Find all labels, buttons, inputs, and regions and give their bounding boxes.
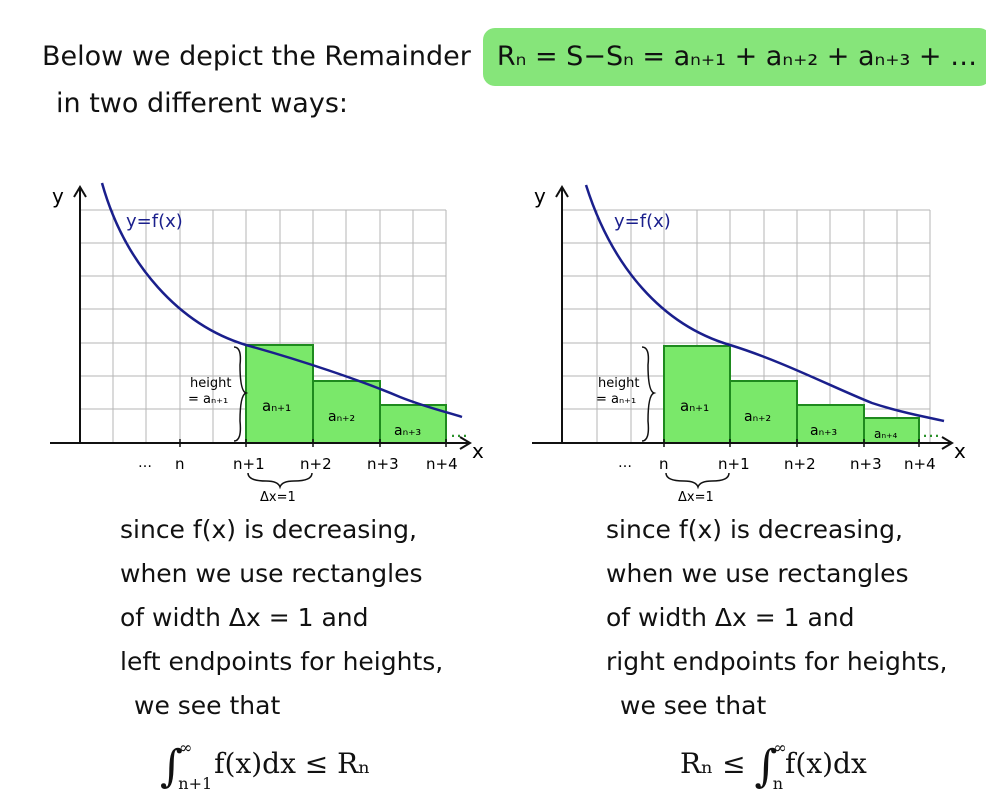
integral-body: f(x)dx ≤ Rₙ [214, 747, 371, 780]
width-brace [665, 472, 730, 490]
width-label: Δx=1 [678, 490, 714, 505]
caption-line: right endpoints for heights, [606, 647, 948, 676]
x-tick-marks [179, 439, 447, 447]
tick-n: n [175, 455, 185, 473]
rect-label-3: aₙ₊₃ [394, 423, 421, 439]
tick-n-plus-3: n+3 [367, 455, 399, 473]
curve-y-f-x [100, 182, 463, 419]
rect-a-n-plus-4 [863, 417, 920, 444]
tick-n-plus-3: n+3 [850, 455, 882, 473]
caption-line: when we use rectangles [120, 559, 423, 588]
integral-upper-limit: ∞ [773, 738, 787, 757]
intro-line-1: Below we depict the Remainder Rₙ = S−Sₙ … [42, 28, 986, 86]
rect-label-1: aₙ₊₁ [262, 397, 291, 415]
rect-label-2: aₙ₊₂ [328, 409, 355, 425]
height-brace [233, 346, 249, 442]
right-diagram-svg: y x y=f(x) … n n+1 n+2 n+3 n+4 aₙ₊₁ aₙ₊₂… [532, 184, 966, 505]
continuation-dots: … [922, 421, 940, 442]
y-axis-label: y [52, 184, 64, 208]
integral-sign: ∫ [754, 741, 778, 792]
tick-n-plus-1: n+1 [233, 455, 265, 473]
rect-a-n-plus-3 [379, 404, 447, 444]
caption-line: we see that [620, 691, 767, 720]
rect-label-2: aₙ₊₂ [744, 409, 771, 425]
tick-n-plus-4: n+4 [426, 455, 458, 473]
rect-label-1: aₙ₊₁ [680, 397, 709, 415]
caption-line: we see that [134, 691, 281, 720]
tick-n-plus-4: n+4 [904, 455, 936, 473]
integral-lower-limit: n+1 [178, 774, 213, 793]
tick-n: n [659, 455, 669, 473]
axes [532, 185, 954, 450]
intro: Below we depict the Remainder Rₙ = S−Sₙ … [42, 28, 986, 119]
remainder-formula-highlight: Rₙ = S−Sₙ = aₙ₊₁ + aₙ₊₂ + aₙ₊₃ + … [482, 28, 986, 86]
curve-y-f-x [584, 184, 945, 423]
height-label: height [190, 376, 231, 391]
caption-line: when we use rectangles [606, 559, 909, 588]
integral-lower-limit: n [772, 774, 784, 793]
intro-prefix: Below we depict the Remainder [42, 41, 471, 72]
caption-line: of width Δx = 1 and [606, 603, 855, 632]
left-endpoint-diagram: y x y=f(x) … n n+1 n+2 n+3 n+4 aₙ₊₁ aₙ₊₂… [30, 175, 500, 505]
y-axis-label: y [534, 184, 546, 208]
curve-label: y=f(x) [614, 211, 671, 232]
left-inequality: ∫∞ n+1f(x)dx ≤ Rₙ [160, 738, 370, 793]
right-endpoint-diagram: y x y=f(x) … n n+1 n+2 n+3 n+4 aₙ₊₁ aₙ₊₂… [512, 175, 982, 505]
left-diagram-svg: y x y=f(x) … n n+1 n+2 n+3 n+4 aₙ₊₁ aₙ₊₂… [50, 182, 484, 505]
height-value-label: = aₙ₊₁ [596, 392, 636, 407]
inequality-prefix: Rₙ ≤ [680, 747, 755, 780]
rect-a-n-plus-1 [663, 345, 731, 444]
integral-sign: ∫ [160, 741, 183, 792]
rect-label-3: aₙ₊₃ [810, 423, 837, 439]
caption-line: of width Δx = 1 and [120, 603, 369, 632]
intro-line-2: in two different ways: [56, 88, 348, 119]
integral-body: f(x)dx [785, 747, 867, 780]
left-caption: since f(x) is decreasing, when we use re… [120, 508, 443, 728]
rect-a-n-plus-1 [245, 344, 314, 444]
rect-label-4: aₙ₊₄ [874, 427, 897, 441]
rect-a-n-plus-3 [796, 404, 865, 444]
curve-label: y=f(x) [126, 211, 183, 232]
tick-ellipsis: … [618, 455, 632, 471]
height-label: height [598, 376, 639, 391]
height-value-label: = aₙ₊₁ [188, 392, 228, 407]
x-axis-label: x [954, 439, 966, 463]
right-inequality: Rₙ ≤ ∫∞ nf(x)dx [680, 738, 867, 793]
axes [50, 185, 472, 450]
tick-n-plus-2: n+2 [300, 455, 332, 473]
width-brace [247, 472, 313, 490]
x-axis-label: x [472, 439, 484, 463]
x-tick-marks [663, 439, 920, 447]
tick-ellipsis: … [138, 455, 152, 471]
integral-upper-limit: ∞ [178, 738, 193, 757]
right-caption: since f(x) is decreasing, when we use re… [606, 508, 948, 728]
caption-line: since f(x) is decreasing, [120, 515, 417, 544]
height-brace [641, 346, 657, 442]
width-label: Δx=1 [260, 490, 296, 505]
continuation-dots: … [450, 421, 468, 442]
tick-n-plus-2: n+2 [784, 455, 816, 473]
caption-line: left endpoints for heights, [120, 647, 444, 676]
caption-line: since f(x) is decreasing, [606, 515, 903, 544]
tick-n-plus-1: n+1 [718, 455, 750, 473]
